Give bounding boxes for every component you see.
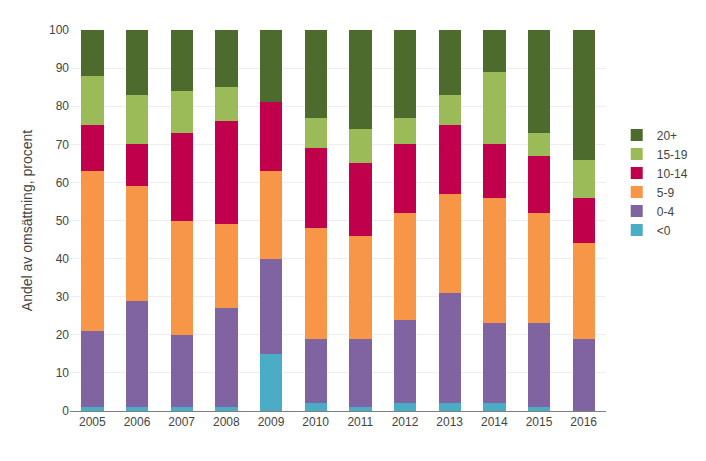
svg-text:40: 40: [56, 252, 70, 266]
svg-text:15-19: 15-19: [657, 148, 688, 162]
svg-text:2011: 2011: [347, 415, 373, 429]
svg-text:60: 60: [56, 176, 70, 190]
svg-text:90: 90: [56, 61, 70, 75]
svg-text:Andel av omsättning, procent: Andel av omsättning, procent: [19, 130, 35, 311]
svg-text:2012: 2012: [392, 415, 419, 429]
svg-text:20+: 20+: [657, 129, 677, 143]
svg-text:0-4: 0-4: [657, 205, 675, 219]
svg-text:2008: 2008: [213, 415, 240, 429]
svg-text:2007: 2007: [168, 415, 195, 429]
svg-text:2006: 2006: [124, 415, 151, 429]
svg-text:2009: 2009: [258, 415, 285, 429]
svg-text:5-9: 5-9: [657, 186, 675, 200]
svg-text:2005: 2005: [79, 415, 106, 429]
svg-text:50: 50: [56, 214, 70, 228]
svg-text:10-14: 10-14: [657, 167, 688, 181]
svg-text:70: 70: [56, 138, 70, 152]
svg-text:0: 0: [62, 404, 69, 418]
svg-text:10: 10: [56, 366, 70, 380]
svg-text:<0: <0: [657, 224, 671, 238]
svg-text:2010: 2010: [302, 415, 329, 429]
svg-text:2016: 2016: [570, 415, 597, 429]
svg-text:2014: 2014: [481, 415, 508, 429]
svg-text:2015: 2015: [526, 415, 553, 429]
svg-text:20: 20: [56, 328, 70, 342]
svg-text:2013: 2013: [436, 415, 463, 429]
svg-text:30: 30: [56, 290, 70, 304]
svg-text:100: 100: [49, 23, 69, 37]
svg-text:80: 80: [56, 99, 70, 113]
